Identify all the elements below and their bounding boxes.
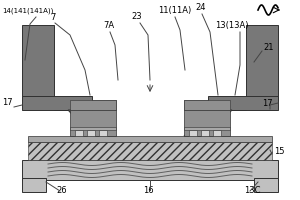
Text: 13C: 13C <box>244 186 260 195</box>
Text: 16: 16 <box>143 186 154 195</box>
Text: 14(141(141A)): 14(141(141A)) <box>2 7 53 14</box>
Text: 7A: 7A <box>103 21 114 30</box>
Text: 17: 17 <box>262 99 273 108</box>
Bar <box>70 100 116 110</box>
Text: 17: 17 <box>2 98 13 107</box>
Bar <box>28 142 272 160</box>
Bar <box>201 130 209 136</box>
Bar <box>22 178 46 192</box>
Text: 7: 7 <box>50 13 56 22</box>
Polygon shape <box>184 100 246 110</box>
Polygon shape <box>54 100 116 110</box>
Bar <box>184 127 230 130</box>
Bar <box>70 127 116 130</box>
Bar <box>246 25 278 100</box>
Text: 15: 15 <box>274 147 284 156</box>
Bar <box>75 130 83 136</box>
Bar <box>189 130 197 136</box>
Polygon shape <box>68 110 116 136</box>
Text: 13(13A): 13(13A) <box>215 21 248 30</box>
Bar <box>184 100 230 110</box>
Polygon shape <box>184 110 232 136</box>
Bar <box>213 130 221 136</box>
Bar <box>28 136 272 142</box>
Bar <box>22 160 278 180</box>
Bar <box>99 130 107 136</box>
Text: 21: 21 <box>263 43 274 52</box>
Text: 11(11A): 11(11A) <box>158 6 191 15</box>
Bar <box>22 96 92 110</box>
Bar <box>87 130 95 136</box>
Text: 23: 23 <box>131 12 142 21</box>
Bar <box>208 96 278 110</box>
Text: 26: 26 <box>56 186 67 195</box>
Bar <box>70 110 116 136</box>
Bar <box>254 178 278 192</box>
Bar <box>184 110 230 136</box>
Bar <box>22 25 54 100</box>
Text: 24: 24 <box>195 3 206 12</box>
